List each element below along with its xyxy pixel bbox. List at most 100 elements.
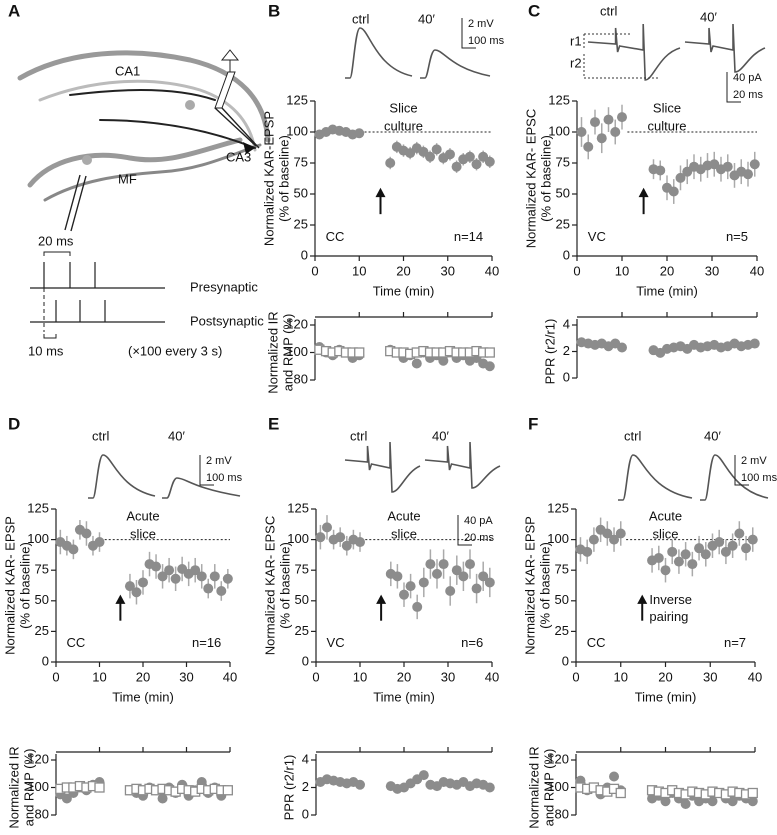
y-tick-label: 2 xyxy=(563,343,570,358)
y-tick-label: 100 xyxy=(286,123,308,138)
response-label: r2 xyxy=(570,55,582,70)
n-label: n=16 xyxy=(192,635,221,650)
scale-label: 40 pA xyxy=(464,515,493,527)
marker xyxy=(355,537,365,548)
marker xyxy=(355,779,365,790)
trace-label: 40′ xyxy=(700,9,717,24)
pipette-body xyxy=(214,71,236,109)
marker xyxy=(484,577,495,588)
protocol-label: (×100 every 3 s) xyxy=(128,343,222,358)
y-axis-label: (% of baseline) xyxy=(276,135,291,222)
schaffer-path xyxy=(38,79,257,152)
x-tick-label: 10 xyxy=(614,669,628,684)
y-tick-label: 75 xyxy=(556,154,570,169)
marker xyxy=(588,534,599,545)
scale-bar xyxy=(461,18,476,49)
x-tick-label: 20 xyxy=(658,669,672,684)
scale-label: 20 ms xyxy=(733,89,763,101)
y-axis-label: and RMP (%) xyxy=(541,749,556,827)
marker xyxy=(405,581,416,592)
x-tick-label: 10 xyxy=(353,669,367,684)
marker xyxy=(94,782,105,793)
interval-label: 20 ms xyxy=(38,233,74,248)
marker xyxy=(583,141,594,152)
x-tick-label: 10 xyxy=(92,669,106,684)
marker xyxy=(667,546,678,557)
marker xyxy=(438,559,449,570)
y-tick-label: 80 xyxy=(294,371,308,386)
scale-label: 100 ms xyxy=(468,35,505,47)
marker xyxy=(596,133,607,144)
x-tick-label: 10 xyxy=(352,263,366,278)
response-label: r1 xyxy=(570,33,582,48)
mode-label: VC xyxy=(327,635,345,650)
example-trace xyxy=(618,454,693,501)
x-axis-label: Time (min) xyxy=(112,689,174,704)
marker xyxy=(582,546,593,557)
marker xyxy=(411,358,422,369)
scale-label: 100 ms xyxy=(206,472,243,484)
y-tick-label: 125 xyxy=(27,500,49,515)
y-tick-label: 120 xyxy=(286,316,308,331)
y-tick-label: 25 xyxy=(555,623,569,638)
marker xyxy=(687,559,698,570)
condition-label: culture xyxy=(647,118,686,133)
marker xyxy=(451,565,462,576)
y-axis-label: Normalized IR xyxy=(526,746,541,828)
x-tick-label: 40 xyxy=(485,669,499,684)
marker xyxy=(164,565,175,576)
y-axis-label: (% of baseline) xyxy=(537,542,552,629)
region-label: CA1 xyxy=(115,63,140,78)
marker xyxy=(749,159,760,170)
trace-label: 40′ xyxy=(432,428,449,443)
y-axis-label: Normalized IR xyxy=(6,746,21,828)
x-tick-label: 30 xyxy=(705,263,719,278)
marker xyxy=(615,787,626,799)
marker xyxy=(617,112,627,123)
bracket xyxy=(43,334,57,339)
stim-axon xyxy=(69,89,216,101)
y-tick-label: 100 xyxy=(27,531,49,546)
y-tick-label: 4 xyxy=(302,751,309,766)
example-trace xyxy=(88,454,156,499)
marker xyxy=(471,583,482,594)
marker xyxy=(668,186,679,197)
marker xyxy=(438,355,449,366)
y-tick-label: 100 xyxy=(547,779,569,794)
example-trace xyxy=(587,23,681,81)
condition-label: Slice xyxy=(389,100,417,115)
amplifier xyxy=(220,49,240,72)
scale-label: 100 ms xyxy=(741,472,777,484)
mode-label: CC xyxy=(66,635,85,650)
marker xyxy=(432,568,442,579)
y-tick-label: 50 xyxy=(295,592,309,607)
x-tick-label: 20 xyxy=(136,669,150,684)
marker xyxy=(425,559,436,570)
y-tick-label: 0 xyxy=(42,653,49,668)
example-trace xyxy=(162,477,241,499)
y-axis-label: (% of baseline) xyxy=(277,542,292,629)
marker xyxy=(431,144,442,155)
y-tick-label: 125 xyxy=(287,500,309,515)
trace-label: ctrl xyxy=(600,3,617,18)
scale-bar xyxy=(199,455,214,486)
x-tick-label: 0 xyxy=(312,669,319,684)
y-axis-label: Normalized KAR- EPSP xyxy=(2,516,17,655)
y-axis-label: Normalized IR xyxy=(265,311,280,393)
marker xyxy=(747,787,758,799)
marker xyxy=(615,528,626,539)
x-tick-label: 40 xyxy=(748,669,762,684)
marker xyxy=(94,537,105,548)
marker xyxy=(399,589,409,600)
marker xyxy=(602,528,613,539)
marker xyxy=(680,549,691,560)
marker xyxy=(694,543,705,554)
y-tick-label: 100 xyxy=(27,779,49,794)
y-tick-label: 100 xyxy=(548,123,570,138)
y-axis-label: (% of baseline) xyxy=(538,135,553,222)
marker xyxy=(385,158,396,168)
marker xyxy=(322,522,332,533)
scale-label: 40 pA xyxy=(733,72,762,84)
